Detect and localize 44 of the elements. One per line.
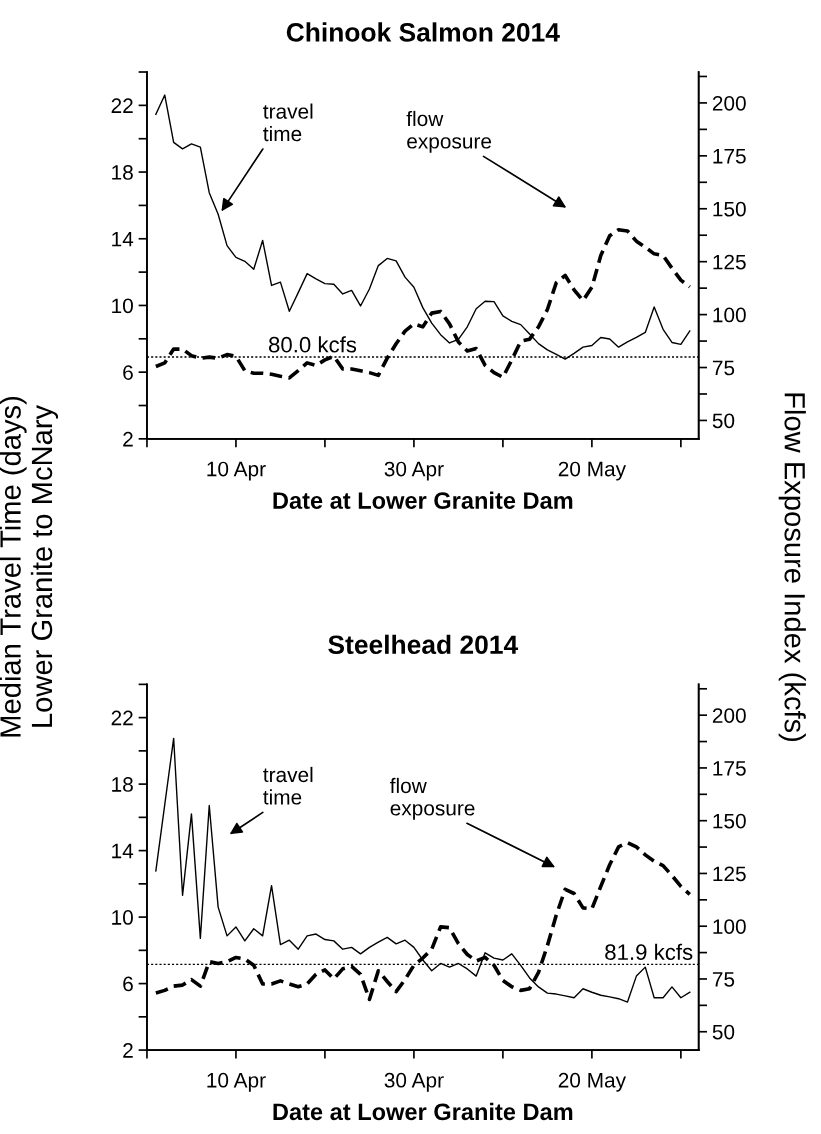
y2-tick-label: 200: [712, 95, 746, 111]
x-tick-label: 10 Apr: [207, 461, 266, 481]
y2-tick-label: 100: [713, 307, 746, 323]
y2-tick-label: 75: [712, 972, 735, 987]
annotation: flow exposure: [390, 777, 475, 820]
annotation: flow exposure: [406, 110, 492, 153]
x-tick-label: 20 May: [558, 1072, 627, 1092]
y2-tick-label: 50: [712, 1024, 735, 1040]
y2-tick-label: 150: [713, 813, 746, 829]
y-axis-title: Median Travel Time (days) Lower Granite to McNary: [0, 396, 59, 737]
y2-tick-label: 100: [713, 919, 746, 934]
ref-line-label: 81.9 kcfs: [605, 943, 693, 961]
y2-axis-title: Flow Exposure Index (kcfs): [778, 393, 806, 742]
y2-tick-label: 150: [713, 201, 746, 217]
x-tick-label: 20 May: [558, 461, 627, 481]
y-tick-label: 18: [112, 777, 133, 792]
y-tick-label: 22: [111, 98, 133, 113]
x-tick-label: 30 Apr: [384, 461, 444, 481]
ref-line-label: 80.0 kcfs: [268, 336, 357, 353]
annotation: travel time: [263, 766, 313, 805]
y2-tick-label: 125: [713, 866, 746, 882]
y2-tick-label: 125: [713, 254, 746, 270]
x-tick-label: 10 Apr: [207, 1072, 266, 1092]
y2-tick-label: 50: [712, 413, 735, 429]
y2-tick-label: 200: [712, 708, 746, 723]
x-axis-title: Date at Lower Granite Dam: [273, 491, 573, 509]
x-tick-label: 30 Apr: [384, 1072, 444, 1092]
y-tick-label: 2: [123, 1043, 133, 1058]
y-tick-label: 10: [112, 298, 133, 314]
y2-tick-label: 175: [713, 761, 746, 776]
y-tick-label: 2: [123, 431, 133, 447]
y-tick-label: 10: [112, 910, 133, 925]
y-tick-label: 22: [111, 710, 133, 726]
y-tick-label: 14: [112, 843, 134, 859]
y2-tick-label: 175: [713, 149, 746, 164]
chart-title: Steelhead 2014: [328, 634, 519, 655]
y-tick-label: 18: [112, 165, 133, 180]
y-tick-label: 14: [112, 231, 134, 247]
x-axis-title: Date at Lower Granite Dam: [273, 1102, 573, 1121]
y-tick-label: 6: [123, 976, 133, 992]
y-tick-label: 6: [123, 365, 133, 380]
y2-tick-label: 75: [712, 360, 735, 376]
chart-title: Chinook Salmon 2014: [286, 22, 560, 42]
annotation: travel time: [263, 103, 313, 142]
